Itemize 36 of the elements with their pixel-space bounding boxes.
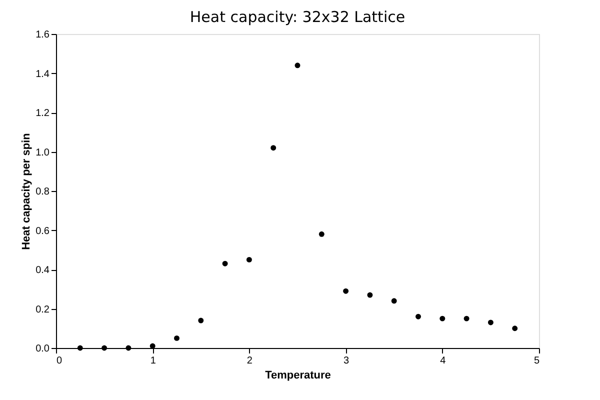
y-tick-label: 0.8	[36, 186, 50, 198]
y-axis-title: Heat capacity per spin	[20, 132, 33, 250]
x-tick-label: 5	[534, 356, 540, 366]
x-tick-label: 4	[440, 356, 446, 366]
point	[367, 292, 373, 298]
x-tick-label: 3	[344, 356, 350, 366]
point	[488, 320, 494, 326]
point	[246, 256, 252, 262]
point	[416, 314, 421, 320]
x-tick-label: 0	[56, 356, 62, 366]
point	[102, 345, 108, 351]
y-tick-label: 1.0	[36, 147, 50, 158]
x-tick-label: 2	[246, 356, 253, 366]
y-tick-label: 1.6	[36, 30, 50, 40]
point	[77, 345, 83, 351]
point	[222, 260, 228, 266]
point	[464, 316, 470, 322]
y-tick-label: 1.4	[36, 68, 50, 80]
y-tick-label: 0.2	[36, 304, 50, 316]
point	[294, 62, 300, 68]
point	[270, 145, 276, 151]
point	[512, 326, 518, 332]
point	[198, 318, 204, 324]
point	[391, 298, 397, 304]
y-tick-label: 1.2	[36, 108, 50, 119]
point	[440, 316, 446, 322]
point	[126, 345, 132, 351]
point	[318, 231, 324, 237]
point	[174, 335, 180, 341]
y-tick-label: 0.0	[36, 344, 50, 354]
chart-title: Heat capacity: 32x32 Lattice	[190, 8, 406, 26]
x-axis-title: Temperature	[265, 370, 331, 382]
x-tick-label: 1	[150, 356, 156, 366]
point	[343, 288, 349, 294]
y-tick-label: 0.4	[36, 265, 50, 276]
y-tick-label: 0.6	[36, 226, 50, 237]
